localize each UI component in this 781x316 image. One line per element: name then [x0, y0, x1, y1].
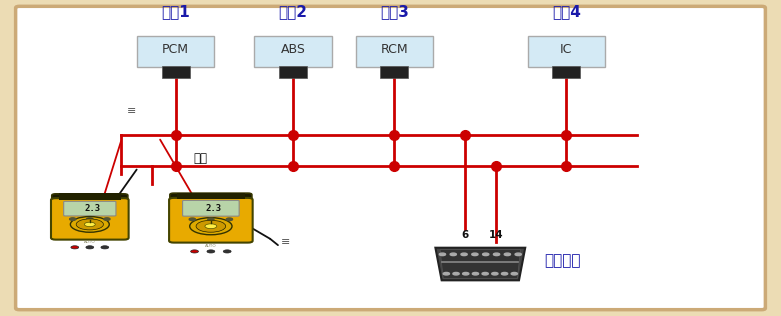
Bar — [177, 192, 245, 199]
FancyBboxPatch shape — [51, 198, 129, 240]
Circle shape — [207, 250, 215, 253]
FancyBboxPatch shape — [137, 36, 214, 67]
Polygon shape — [440, 250, 520, 278]
Text: 模块4: 模块4 — [552, 4, 580, 19]
Text: 模块1: 模块1 — [162, 4, 190, 19]
Circle shape — [196, 220, 226, 232]
Circle shape — [462, 272, 469, 275]
Circle shape — [472, 253, 478, 256]
Circle shape — [439, 253, 445, 256]
Circle shape — [223, 250, 231, 253]
FancyBboxPatch shape — [183, 200, 239, 216]
Circle shape — [492, 272, 498, 275]
Circle shape — [443, 272, 450, 275]
Text: 2.3: 2.3 — [84, 204, 100, 213]
Circle shape — [190, 218, 232, 235]
Bar — [552, 66, 580, 78]
Circle shape — [101, 246, 109, 249]
Circle shape — [70, 216, 109, 232]
Bar — [380, 66, 408, 78]
FancyBboxPatch shape — [52, 194, 128, 229]
Text: 6: 6 — [461, 230, 469, 240]
Text: RCM: RCM — [380, 43, 408, 56]
Circle shape — [205, 224, 217, 228]
Circle shape — [494, 253, 500, 256]
Circle shape — [511, 272, 517, 275]
Circle shape — [482, 272, 488, 275]
Circle shape — [208, 218, 214, 221]
Circle shape — [104, 218, 110, 220]
Text: ABS: ABS — [280, 43, 305, 56]
FancyBboxPatch shape — [169, 198, 253, 243]
Circle shape — [483, 253, 489, 256]
Text: 14: 14 — [489, 230, 503, 240]
Text: PCM: PCM — [162, 43, 189, 56]
FancyBboxPatch shape — [64, 201, 116, 216]
FancyBboxPatch shape — [255, 36, 331, 67]
Bar — [279, 66, 307, 78]
Text: ≡: ≡ — [127, 106, 136, 116]
Text: 诊断接口: 诊断接口 — [545, 253, 581, 268]
Polygon shape — [436, 248, 525, 280]
Circle shape — [501, 272, 508, 275]
Bar — [59, 193, 121, 200]
Circle shape — [461, 253, 467, 256]
Circle shape — [453, 272, 459, 275]
Circle shape — [189, 218, 195, 221]
FancyBboxPatch shape — [528, 36, 604, 67]
Circle shape — [84, 222, 95, 227]
Text: 断路: 断路 — [194, 152, 208, 165]
Circle shape — [191, 250, 198, 253]
Text: 模块2: 模块2 — [278, 4, 308, 19]
Circle shape — [505, 253, 511, 256]
Circle shape — [473, 272, 479, 275]
Circle shape — [226, 218, 233, 221]
Text: AUTO: AUTO — [205, 244, 216, 248]
Circle shape — [77, 219, 103, 230]
FancyBboxPatch shape — [170, 193, 251, 231]
Text: IC: IC — [560, 43, 572, 56]
Circle shape — [515, 253, 522, 256]
Text: 2.3: 2.3 — [205, 204, 222, 213]
Text: ≡: ≡ — [280, 237, 290, 247]
Circle shape — [86, 246, 94, 249]
Text: AUTO: AUTO — [84, 240, 95, 244]
FancyBboxPatch shape — [355, 36, 433, 67]
Bar — [162, 66, 190, 78]
Circle shape — [70, 218, 76, 220]
Circle shape — [450, 253, 456, 256]
Circle shape — [71, 246, 79, 249]
Circle shape — [87, 218, 93, 220]
Text: 模块3: 模块3 — [380, 4, 408, 19]
